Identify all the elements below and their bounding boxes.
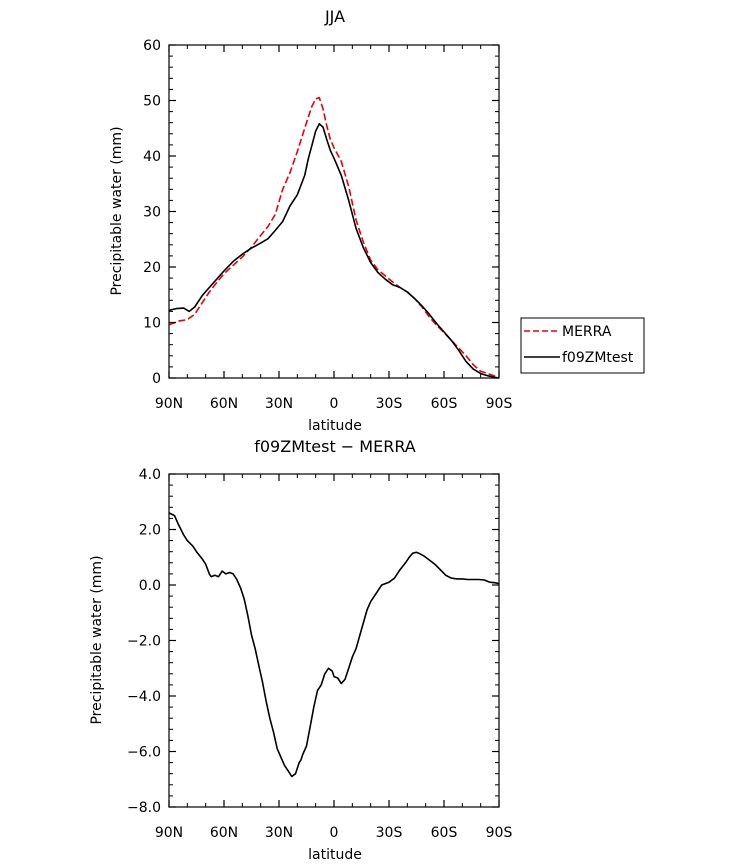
x-tick-label: 30S bbox=[376, 825, 403, 841]
y-tick-label: 4.0 bbox=[139, 467, 161, 483]
legend-label-merra: MERRA bbox=[562, 324, 612, 340]
x-tick-label: 60N bbox=[210, 396, 238, 412]
series-line-merra bbox=[168, 96, 500, 379]
y-axis-label: Precipitable water (mm) bbox=[89, 555, 105, 724]
series-layer bbox=[168, 96, 500, 379]
difference-panel: f09ZMtest − MERRA 90N 60N 30N 0 30S 60S 90S −8.… bbox=[89, 437, 512, 863]
y-tick-label: 30 bbox=[143, 205, 161, 221]
panel-title: JJA bbox=[324, 7, 345, 26]
tick-layer: 90N 60N 30N 0 30S 60S 90S 0 10 20 30 40 50 60 bbox=[143, 38, 512, 412]
y-tick-label: −4.0 bbox=[127, 689, 161, 705]
y-tick-label: 60 bbox=[143, 38, 161, 54]
y-tick-label: 20 bbox=[143, 260, 161, 276]
legend-box bbox=[520, 317, 645, 374]
x-tick-label: 60S bbox=[431, 396, 458, 412]
series-line-difference bbox=[168, 512, 500, 778]
x-tick-label: 30S bbox=[376, 396, 403, 412]
y-tick-label: 0 bbox=[152, 371, 161, 387]
y-tick-label: −8.0 bbox=[127, 800, 161, 816]
y-tick-label: 0.0 bbox=[139, 578, 161, 594]
y-tick-label: 50 bbox=[143, 94, 161, 110]
tick-layer: 90N 60N 30N 0 30S 60S 90S −8.0 −6.0 −4.0 −2.0 0.0 2.… bbox=[127, 467, 512, 841]
x-tick-label: 30N bbox=[265, 825, 293, 841]
x-tick-label: 90S bbox=[486, 396, 513, 412]
x-tick-label: 90S bbox=[486, 825, 513, 841]
x-axis-label: latitude bbox=[308, 418, 362, 434]
x-tick-label: 60N bbox=[210, 825, 238, 841]
y-tick-label: −2.0 bbox=[127, 634, 161, 650]
x-tick-label: 90N bbox=[155, 396, 183, 412]
x-tick-label: 0 bbox=[330, 825, 339, 841]
y-tick-label: −6.0 bbox=[127, 745, 161, 761]
y-tick-label: 2.0 bbox=[139, 523, 161, 539]
x-tick-label: 90N bbox=[155, 825, 183, 841]
plot-frame bbox=[168, 473, 500, 808]
y-tick-label: 10 bbox=[143, 316, 161, 332]
series-line-f09zmtest bbox=[168, 123, 500, 379]
y-axis-label: Precipitable water (mm) bbox=[109, 126, 125, 295]
y-tick-label: 40 bbox=[143, 149, 161, 165]
legend-label-f09zmtest: f09ZMtest bbox=[562, 350, 634, 366]
panel-title: f09ZMtest − MERRA bbox=[254, 437, 416, 456]
x-tick-label: 60S bbox=[431, 825, 458, 841]
precip-water-panel: JJA 90N 60N 30N 0 30S 60S 90S 0 10 20 30 40 50 60 lat… bbox=[109, 7, 645, 434]
x-tick-label: 30N bbox=[265, 396, 293, 412]
plot-frame bbox=[168, 44, 500, 379]
x-tick-label: 0 bbox=[330, 396, 339, 412]
x-axis-label: latitude bbox=[308, 847, 362, 863]
legend: MERRA f09ZMtest bbox=[520, 317, 645, 374]
series-layer bbox=[168, 512, 500, 778]
